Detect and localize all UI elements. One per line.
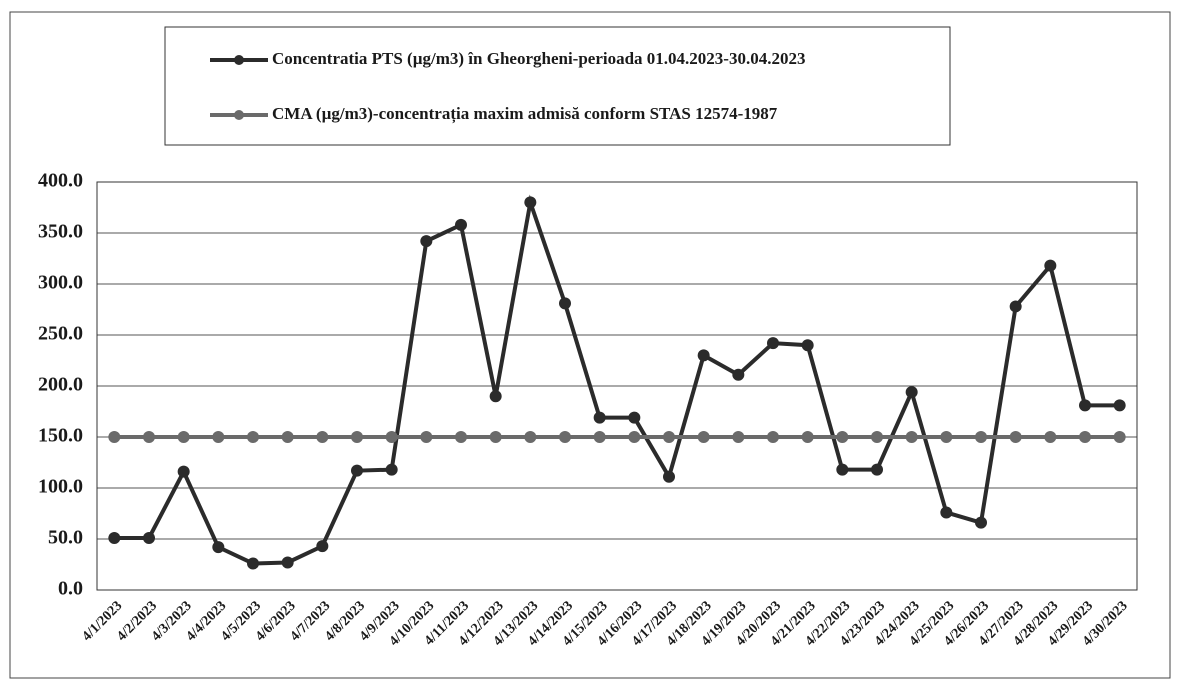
plot-area [96,181,1138,591]
point-marker [177,465,190,478]
point-marker [905,431,918,443]
point-marker [281,431,294,443]
y-tick-label: 150.0 [38,425,83,447]
point-marker [351,431,363,443]
point-marker [836,463,849,476]
point-marker [455,431,467,443]
legend-label: Concentratia PTS (µg/m3) în Gheorgheni-p… [272,49,805,68]
point-marker [836,431,849,443]
point-marker [663,431,675,443]
point-marker [385,431,398,443]
point-marker [628,411,641,424]
point-marker [593,411,606,424]
point-marker [143,431,155,443]
point-marker [455,218,467,231]
point-marker [593,431,606,443]
point-marker [1009,300,1022,313]
point-marker [212,431,225,443]
point-marker [420,431,433,443]
point-marker [524,196,537,209]
legend-label: CMA (µg/m3)-concentrația maxim admisă co… [272,104,778,124]
y-tick-label: 300.0 [38,272,83,294]
y-tick-label: 250.0 [38,323,83,345]
point-marker [628,431,641,443]
point-marker [801,431,814,443]
y-tick-label: 400.0 [38,170,83,192]
legend-marker [234,110,244,120]
legend-marker [234,55,244,65]
point-marker [1079,399,1091,412]
point-marker [385,463,398,476]
point-marker [697,431,710,443]
point-marker [559,297,571,310]
point-marker [732,368,745,381]
point-marker [177,431,190,443]
point-marker [1044,259,1057,272]
point-marker [559,431,571,443]
point-marker [697,349,710,362]
point-marker [1113,431,1126,443]
point-marker [143,531,155,544]
point-marker [871,431,883,443]
y-tick-label: 50.0 [48,527,83,549]
point-marker [316,540,329,553]
point-marker [351,464,363,477]
point-marker [489,431,502,443]
point-marker [732,431,745,443]
point-marker [871,463,883,476]
y-tick-label: 100.0 [38,476,83,498]
legend-box [164,26,951,146]
point-marker [767,431,779,443]
point-marker [767,337,779,350]
point-marker [524,431,537,443]
y-tick-label: 200.0 [38,374,83,396]
point-marker [316,431,329,443]
point-marker [1009,431,1022,443]
point-marker [420,235,433,248]
point-marker [905,386,918,399]
y-tick-label: 0.0 [58,578,83,600]
point-marker [1113,399,1126,412]
point-marker [940,506,953,519]
point-marker [975,431,987,443]
point-marker [975,516,987,529]
point-marker [801,339,814,352]
series-line [114,194,1120,566]
point-marker [1079,431,1091,443]
point-marker [108,531,121,544]
y-tick-label: 350.0 [38,221,83,243]
point-marker [663,470,675,483]
point-marker [281,556,294,569]
point-marker [940,431,953,443]
point-marker [247,431,259,443]
frame [9,11,1171,679]
point-marker [247,557,259,570]
point-marker [212,541,225,554]
point-marker [1044,431,1057,443]
point-marker [108,431,121,443]
point-marker [489,390,502,403]
